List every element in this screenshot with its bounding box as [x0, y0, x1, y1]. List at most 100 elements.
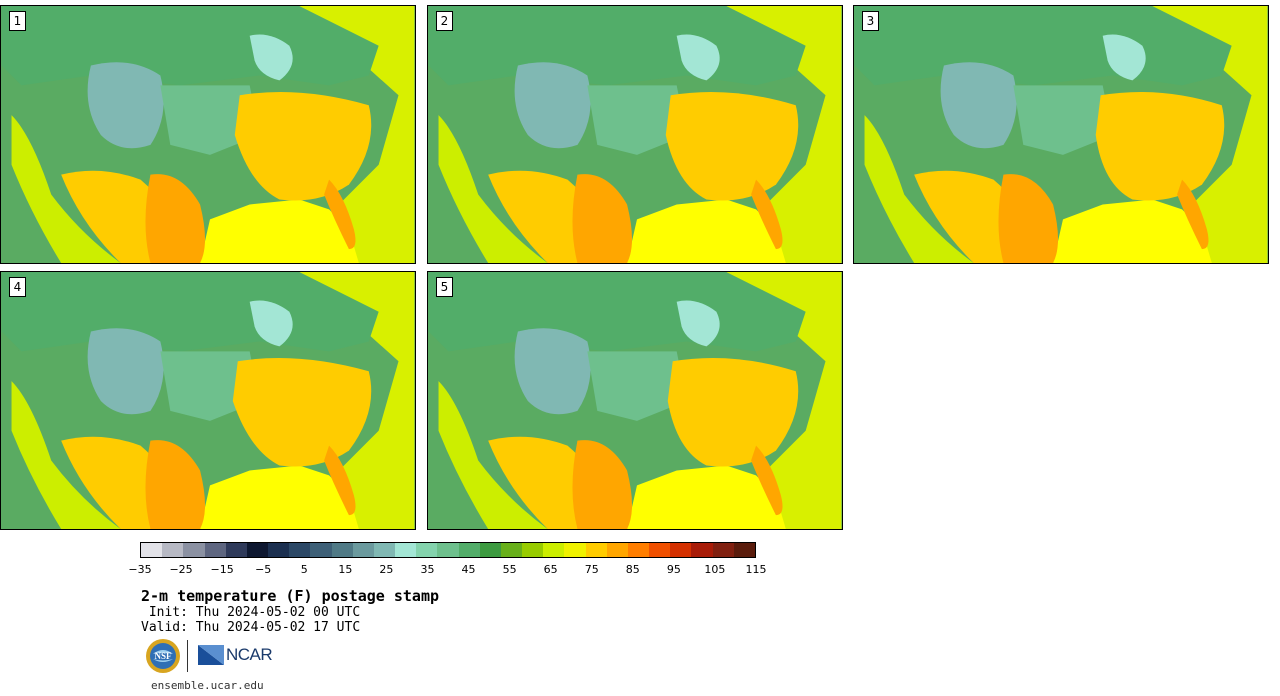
colorbar-swatch [585, 543, 607, 557]
colorbar-swatch [416, 543, 438, 557]
southeast-warm-region [1095, 91, 1225, 201]
ncar-logo: NCAR [198, 645, 273, 665]
colorbar-swatch [162, 543, 184, 557]
temperature-map-1 [1, 6, 415, 263]
rocky-mountains [514, 328, 591, 415]
rocky-mountains [87, 62, 164, 149]
website-url[interactable]: ensemble.ucar.edu [151, 679, 264, 692]
gulf-of-mexico [627, 199, 786, 263]
colorbar-swatch [246, 543, 269, 557]
rocky-mountains [940, 62, 1017, 149]
ncar-icon [198, 645, 224, 665]
atlantic-ocean [299, 6, 415, 263]
colorbar-swatch [691, 543, 713, 557]
southeast-warm-region [665, 91, 799, 201]
panel-number-label: 5 [436, 277, 453, 297]
colorbar-swatch [733, 543, 755, 557]
florida-region [1177, 179, 1209, 250]
canada-region [1, 6, 379, 86]
colorbar-swatch [479, 543, 501, 557]
postage-stamp-panel-5: 5 [427, 271, 843, 530]
colorbar-tick-label: −15 [210, 563, 234, 576]
canada-region [428, 272, 806, 352]
gulf-of-mexico [1053, 199, 1212, 263]
postage-stamp-panel-1: 1 [0, 5, 416, 264]
atlantic-ocean [1152, 6, 1268, 263]
florida-region [751, 445, 783, 516]
panel-number-label: 3 [862, 11, 879, 31]
colorbar-tick-label: 95 [666, 563, 681, 576]
great-lakes [1102, 34, 1146, 81]
colorbar-swatch [225, 543, 247, 557]
rocky-mountains [87, 328, 164, 415]
texas-hot-region [572, 174, 633, 263]
california-region [438, 115, 548, 263]
southeast-warm-region [232, 357, 372, 467]
colorbar-swatch [373, 543, 396, 557]
colorbar-swatch [289, 543, 311, 557]
colorbar-tick-label: −5 [255, 563, 272, 576]
atlantic-ocean [726, 272, 842, 529]
colorbar-swatch [437, 543, 459, 557]
colorbar-tick-label: 115 [745, 563, 767, 576]
colorbar-swatch [649, 543, 671, 557]
colorbar-tick-labels: −35 −25 −15 −5 5 15 25 35 45 55 65 75 85 95 105 115 [128, 563, 766, 577]
northern-plains [587, 351, 687, 421]
colorbar-swatch [183, 543, 205, 557]
atlantic-ocean [299, 272, 415, 529]
ncar-logo-text: NCAR [226, 645, 273, 664]
colorbar-swatch [268, 543, 290, 557]
colorbar-swatch [564, 543, 586, 557]
northern-plains [1013, 85, 1113, 155]
postage-stamp-panel-4: 4 [0, 271, 416, 530]
panel-number-label: 1 [9, 11, 26, 31]
colorbar-swatch [458, 543, 480, 557]
colorbar-swatch [310, 543, 332, 557]
figure-title: 2-m temperature (F) postage stamp [141, 587, 440, 605]
northern-plains [587, 85, 687, 155]
colorbar-swatch [712, 543, 734, 557]
great-lakes [676, 300, 720, 347]
colorbar-swatch [627, 543, 650, 557]
colorbar-tick-label: 65 [543, 563, 558, 576]
colorbar-swatch [543, 543, 565, 557]
panel-number-label: 4 [9, 277, 26, 297]
colorbar-swatch [204, 543, 226, 557]
colorbar-swatch [670, 543, 692, 557]
california-region [438, 381, 548, 529]
texas-hot-region [998, 174, 1059, 263]
temperature-map-2 [428, 6, 842, 263]
great-lakes [249, 34, 293, 81]
california-region [11, 381, 121, 529]
colorbar-swatch [141, 543, 163, 557]
colorbar-tick-label: −25 [169, 563, 193, 576]
temperature-colorbar [140, 542, 756, 558]
california-region [11, 115, 121, 263]
florida-region [751, 179, 783, 250]
canada-region [1, 272, 379, 352]
postage-stamp-panel-3: 3 [853, 5, 1269, 264]
great-lakes [249, 300, 293, 347]
gulf-of-mexico [627, 465, 786, 529]
canada-region [854, 6, 1232, 86]
canada-region [428, 6, 806, 86]
nsf-globe-icon: NSF [146, 639, 180, 673]
temperature-map-3 [854, 6, 1268, 263]
postage-stamp-panel-2: 2 [427, 5, 843, 264]
florida-region [324, 179, 356, 250]
florida-region [324, 445, 356, 516]
colorbar-tick-label: 105 [704, 563, 726, 576]
colorbar-tick-label: −35 [128, 563, 152, 576]
texas-hot-region [145, 174, 206, 263]
colorbar-swatch [500, 543, 523, 557]
panel-number-label: 2 [436, 11, 453, 31]
colorbar-swatch [395, 543, 417, 557]
colorbar-tick-label: 55 [502, 563, 517, 576]
texas-hot-region [145, 440, 206, 529]
gulf-of-mexico [200, 465, 359, 529]
colorbar-tick-label: 45 [461, 563, 476, 576]
nsf-logo-text: NSF [154, 651, 172, 661]
colorbar-swatch [352, 543, 374, 557]
southeast-warm-region [667, 357, 799, 467]
atlantic-ocean [726, 6, 842, 263]
